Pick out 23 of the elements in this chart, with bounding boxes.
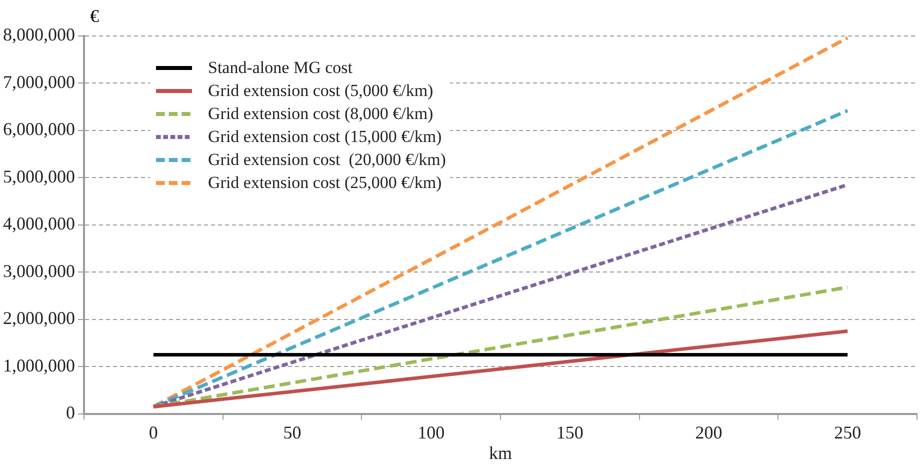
legend-label: Grid extension cost (15,000 €/km) <box>208 126 442 148</box>
x-tick-label: 200 <box>695 422 722 442</box>
y-tick-label: 8,000,000 <box>3 24 75 45</box>
y-tick-label: 1,000,000 <box>3 355 75 376</box>
legend-label: Grid extension cost (5,000 €/km) <box>208 80 434 102</box>
y-tick-label: 3,000,000 <box>3 260 75 281</box>
y-tick-label: 2,000,000 <box>3 308 75 328</box>
legend-label: Stand-alone MG cost <box>208 57 352 79</box>
x-tick-label: 150 <box>556 422 584 442</box>
legend-label: Grid extension cost (20,000 €/km) <box>208 149 446 171</box>
y-tick-label: 4,000,000 <box>3 214 75 234</box>
y-tick-label: 7,000,000 <box>3 72 75 92</box>
x-tick-label: 100 <box>418 422 445 442</box>
x-axis-title: km <box>488 442 512 463</box>
y-tick-label: 6,000,000 <box>3 119 75 140</box>
legend-label: Grid extension cost (25,000 €/km) <box>208 172 442 194</box>
y-tick-label: 5,000,000 <box>3 166 75 186</box>
x-tick-label: 0 <box>148 422 158 442</box>
y-axis-title: € <box>90 6 99 27</box>
y-tick-label: 0 <box>66 402 75 423</box>
legend-label: Grid extension cost (8,000 €/km) <box>208 103 434 125</box>
x-tick-label: 250 <box>834 422 862 442</box>
x-tick-label: 50 <box>283 422 302 442</box>
